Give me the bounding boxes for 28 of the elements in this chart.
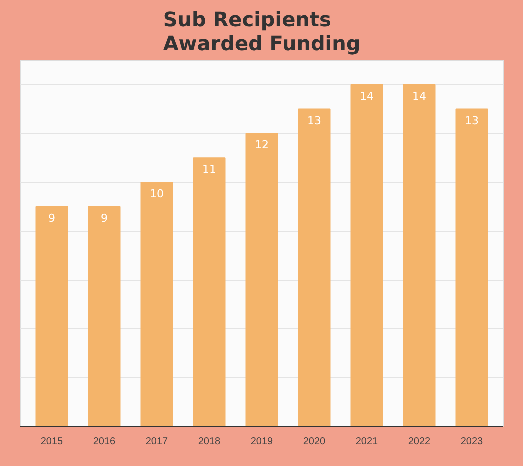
x-tick-label: 2023: [460, 436, 484, 448]
bar: [88, 206, 121, 426]
x-tick-label: 2017: [146, 436, 169, 448]
x-tick-label: 2016: [93, 436, 116, 448]
bar: [193, 158, 226, 426]
bar: [246, 133, 278, 426]
bar: [36, 206, 68, 426]
data-label: 9: [101, 212, 108, 225]
data-label: 13: [465, 114, 479, 128]
bar: [298, 108, 331, 426]
data-label: 13: [308, 114, 322, 128]
x-tick-label: 2015: [40, 436, 64, 448]
bar: [456, 108, 488, 426]
data-label: 10: [150, 188, 164, 200]
bar: [403, 84, 436, 426]
data-label: 11: [202, 163, 216, 176]
data-label: 12: [255, 138, 269, 152]
x-tick-label: 2019: [250, 436, 274, 448]
data-label: 14: [412, 90, 426, 103]
x-tick-label: 2021: [356, 436, 379, 448]
data-label: 9: [48, 212, 56, 225]
x-tick-label: 2020: [303, 436, 326, 448]
chart-title: Sub Recipients Awarded Funding: [163, 8, 361, 56]
data-label: 14: [360, 90, 374, 103]
x-tick-label: 2022: [408, 436, 432, 448]
bar: [350, 84, 384, 426]
x-tick-label: 2018: [198, 436, 222, 448]
bar: [140, 182, 174, 426]
